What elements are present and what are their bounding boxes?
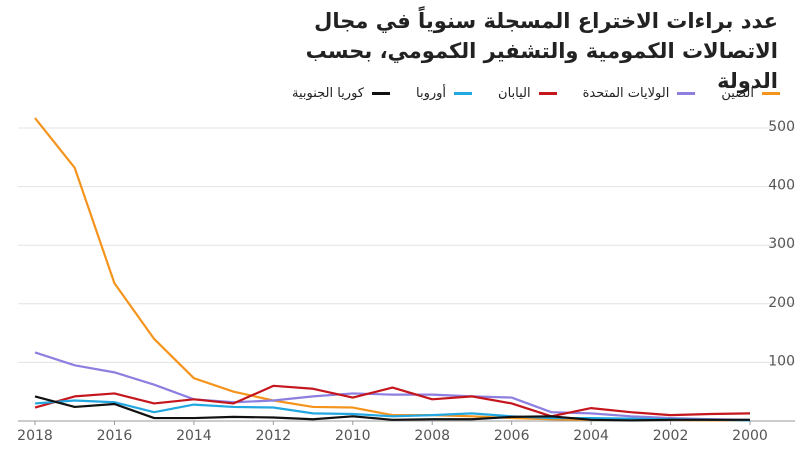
legend-swatch bbox=[372, 92, 390, 95]
x-tick-label: 2006 bbox=[494, 428, 530, 444]
y-tick-label: 100 bbox=[768, 353, 795, 369]
series-line bbox=[34, 351, 751, 421]
chart-title: عدد براءات الاختراع المسجلة سنوياً في مج… bbox=[305, 9, 778, 93]
x-tick-label: 2018 bbox=[17, 428, 53, 444]
series-line bbox=[34, 399, 751, 422]
legend-label: كوريا الجنوبية bbox=[291, 86, 364, 101]
series-line bbox=[34, 395, 750, 422]
legend-label: الولايات المتحدة bbox=[582, 86, 670, 101]
x-tick-label: 2002 bbox=[653, 428, 689, 444]
series-line bbox=[34, 384, 751, 418]
legend-item: كوريا الجنوبية bbox=[292, 86, 390, 101]
y-tick-label: 200 bbox=[768, 295, 795, 311]
x-tick-label: 2016 bbox=[97, 428, 133, 444]
legend: الصين الولايات المتحدة اليابان أوروبا كوريا … bbox=[292, 86, 780, 101]
x-tick-label: 2012 bbox=[256, 428, 292, 444]
x-tick-label: 2010 bbox=[335, 428, 371, 444]
legend-item: أوروبا bbox=[416, 86, 473, 101]
x-tick-label: 2000 bbox=[732, 428, 768, 444]
legend-item: الولايات المتحدة bbox=[583, 86, 696, 101]
legend-item: اليابان bbox=[498, 86, 557, 101]
y-tick-label: 300 bbox=[768, 236, 795, 252]
legend-swatch bbox=[762, 92, 780, 95]
series-line bbox=[34, 117, 750, 422]
legend-label: أوروبا bbox=[416, 86, 447, 101]
y-tick-label: 500 bbox=[768, 119, 795, 135]
legend-item: الصين bbox=[721, 86, 780, 101]
x-tick-label: 2014 bbox=[176, 428, 212, 444]
x-tick-label: 2004 bbox=[573, 428, 609, 444]
legend-swatch bbox=[454, 92, 473, 95]
legend-label: الصين bbox=[721, 86, 754, 101]
legend-label: اليابان bbox=[498, 86, 531, 101]
legend-swatch bbox=[677, 92, 696, 95]
y-tick-label: 400 bbox=[768, 178, 795, 194]
x-tick-label: 2008 bbox=[414, 428, 450, 444]
legend-swatch bbox=[538, 92, 557, 95]
